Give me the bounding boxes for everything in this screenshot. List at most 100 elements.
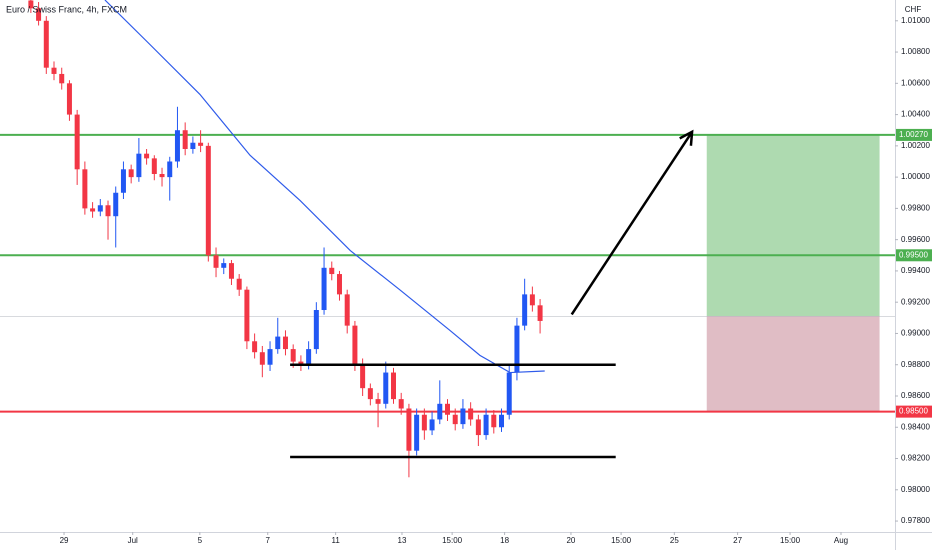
y-tick-label: 1.00200 (901, 141, 930, 150)
x-tick-label: 15:00 (442, 536, 463, 545)
candle-body (136, 153, 142, 178)
candle-body (445, 403, 450, 415)
candle-body (167, 161, 173, 178)
candle-body (375, 399, 381, 404)
level-label: 0.98500 (899, 407, 928, 416)
candle-body (90, 208, 96, 212)
candle-body (205, 145, 211, 256)
candle-body (313, 310, 319, 350)
candle-body (336, 274, 342, 295)
candle-body (105, 205, 111, 217)
loss-zone (706, 316, 880, 412)
candle-body (406, 408, 412, 451)
arrow-shaft (570, 131, 694, 316)
y-tick-label: 1.00800 (901, 47, 930, 56)
y-axis-label: CHF (905, 5, 922, 14)
x-tick-label: 25 (670, 536, 679, 545)
candle-body (414, 414, 420, 451)
y-tick-label: 0.99800 (901, 204, 930, 213)
candle-body (275, 336, 281, 350)
x-tick-label: 15:00 (780, 536, 801, 545)
x-tick-label: 27 (733, 536, 742, 545)
candle-body (383, 372, 389, 404)
x-tick-label: 15:00 (611, 536, 632, 545)
candle-body (51, 67, 57, 74)
candle-body (514, 325, 520, 373)
x-tick-label: 5 (198, 536, 203, 545)
candle-body (360, 364, 366, 389)
candle-body (529, 294, 535, 306)
candle-body (352, 325, 358, 365)
level-tag (896, 405, 932, 418)
candle-body (499, 414, 505, 428)
candle-body (290, 349, 296, 362)
plot-layer (0, 0, 898, 535)
candle-body (198, 142, 204, 146)
x-tick-label: Aug (834, 536, 848, 545)
candle-body (97, 205, 103, 212)
x-tick-label: 18 (500, 536, 509, 545)
y-tick-label: 0.98200 (901, 454, 930, 463)
y-tick-label: 0.97800 (901, 516, 930, 525)
candle-body (491, 414, 497, 428)
candle-body (151, 158, 157, 174)
candle-body (82, 169, 88, 209)
y-tick-label: 0.99200 (901, 297, 930, 306)
candle-body (43, 20, 49, 68)
candle-body (36, 8, 42, 21)
candle-body (144, 153, 150, 159)
candle-body (475, 419, 481, 436)
candle-body (244, 289, 250, 342)
candle-body (159, 173, 165, 178)
y-tick-label: 1.00400 (901, 110, 930, 119)
candle-body (182, 130, 188, 149)
candle-body (398, 399, 404, 409)
candle-body (306, 349, 312, 365)
candle-body (28, 0, 34, 9)
level-tag (896, 128, 932, 141)
candle-body (213, 255, 219, 268)
arrow-head (679, 129, 694, 146)
level-label: 1.00270 (899, 130, 928, 139)
x-tick-label: 13 (398, 536, 407, 545)
candle-body (344, 294, 350, 326)
candle-body (66, 83, 72, 115)
candle-body (367, 388, 373, 400)
y-tick-label: 0.98600 (901, 391, 930, 400)
candle-body (228, 263, 234, 279)
y-tick-label: 0.98400 (901, 422, 930, 431)
candle-body (190, 142, 196, 149)
candle-body (468, 408, 474, 420)
y-tick-label: 0.99000 (901, 329, 930, 338)
candle-body (437, 403, 443, 420)
candle-body (236, 278, 242, 290)
x-tick-label: 7 (266, 536, 271, 545)
candle-body (252, 341, 258, 353)
candle-body (74, 114, 80, 170)
y-tick-label: 0.99400 (901, 266, 930, 275)
candle-body (221, 263, 227, 268)
candle-body (282, 336, 288, 350)
y-tick-label: 0.98000 (901, 485, 930, 494)
level-label: 0.99500 (899, 250, 928, 259)
level-tag (896, 249, 932, 262)
candle-body (429, 419, 435, 431)
x-tick-label: 11 (331, 536, 340, 545)
moving-average (104, 0, 545, 374)
candle-body (120, 169, 126, 193)
candle-body (483, 414, 489, 436)
candle-body (59, 73, 65, 84)
candle-body (267, 349, 273, 365)
chart-title: Euro / Swiss Franc, 4h, FXCM (6, 4, 127, 14)
y-tick-label: 1.01000 (901, 16, 930, 25)
candle-body (390, 372, 396, 400)
candle-body (128, 169, 134, 178)
candle-body (113, 192, 119, 217)
candle-body (174, 130, 180, 162)
candle-body (321, 267, 327, 311)
candle-body (506, 372, 512, 415)
candle-body (537, 305, 543, 321)
candle-body (259, 352, 265, 365)
